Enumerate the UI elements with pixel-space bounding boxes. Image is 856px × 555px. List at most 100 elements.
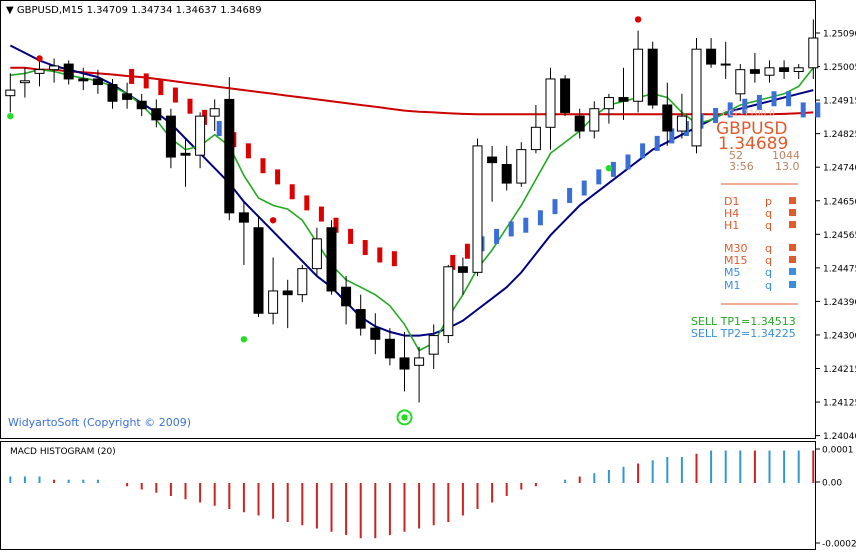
sar-mark [669, 128, 675, 144]
tf-signal: q [765, 207, 772, 220]
tf-signal: q [765, 266, 772, 279]
fractal-up-dot [634, 16, 642, 23]
candle-bear [136, 100, 147, 110]
candle-bear [749, 69, 760, 74]
tf-square-icon [789, 281, 796, 288]
candle-bear [165, 115, 176, 158]
candle-bull [720, 63, 731, 66]
sar-mark [786, 91, 792, 107]
sar-mark [158, 80, 164, 96]
candle-bull [443, 266, 454, 337]
sar-mark [742, 98, 748, 114]
candle-bear [224, 98, 235, 214]
tf-label: M30 [724, 242, 748, 255]
tf-label: H4 [724, 207, 739, 220]
sar-mark [362, 240, 368, 256]
sar-mark [245, 143, 251, 159]
sar-mark [610, 161, 616, 177]
price-tick-label: 1.24650 [823, 197, 856, 207]
candle-bear [355, 309, 366, 329]
candle-bear [501, 163, 512, 184]
subwindow-axis: 0.0001 0.00 -0.0002 [816, 446, 856, 550]
copyright-text: WidyartoSoft (Copyright © 2009) [8, 416, 191, 429]
candle-bull [793, 67, 804, 73]
panel-symbol: GBPUSD [716, 119, 787, 139]
sar-mark [187, 98, 193, 114]
candle-bull [691, 48, 702, 147]
candle-bear [180, 152, 191, 156]
tf-square-icon [789, 268, 796, 275]
tf-signal: q [765, 254, 772, 267]
tf-label: H1 [724, 219, 739, 232]
candle-bull [311, 238, 322, 270]
candle-bull [19, 80, 30, 84]
candle-bull [808, 37, 819, 69]
candle-bull [472, 145, 483, 273]
candle-bear [238, 212, 249, 223]
tf-label: M15 [724, 254, 748, 267]
candle-bull [589, 108, 600, 132]
panel-row2-right: 13.0 [775, 160, 800, 173]
candle-bear [282, 290, 293, 296]
sar-mark [333, 217, 339, 233]
panel-row1-left: 52 [729, 149, 743, 162]
sar-mark [275, 169, 281, 185]
candle-bull [764, 67, 775, 76]
sar-mark [450, 254, 456, 270]
candle-bear [779, 67, 790, 73]
tf-label: M1 [724, 279, 741, 292]
fractal-down-dot [240, 336, 248, 343]
sar-mark [464, 243, 470, 259]
panel-faint-row: CCI -1100.0 [722, 109, 775, 119]
price-tick-label: 1.25090 [823, 30, 856, 40]
price-tick-label: 1.24915 [823, 97, 856, 107]
tf-square-icon [789, 221, 796, 228]
tf-square-icon [789, 256, 796, 263]
sar-mark [640, 143, 646, 159]
candle-bull [414, 357, 425, 366]
candle-bull [5, 89, 16, 97]
candle-bear [107, 84, 118, 102]
sar-mark [391, 251, 397, 267]
subwindow-title: MACD HISTOGRAM (20) [10, 447, 116, 457]
candle-bear [326, 227, 337, 292]
candle-bear [341, 286, 352, 307]
sar-mark [260, 158, 266, 174]
candle-bull [530, 126, 541, 151]
sar-mark [713, 108, 719, 123]
tf-signal: q [765, 242, 772, 255]
panel-price: 1.34689 [718, 134, 788, 154]
candle-bull [428, 335, 439, 355]
candle-bull [633, 48, 644, 102]
candle-bear [253, 227, 264, 314]
chart-title: ▼ GBPUSD,M15 1.34709 1.34734 1.34637 1.3… [6, 5, 262, 16]
candle-bull [603, 97, 614, 110]
tf-square-icon [789, 197, 796, 204]
triangle-icon: ▼ [6, 5, 17, 16]
tf-square-icon [789, 209, 796, 216]
sar-mark [348, 228, 354, 244]
price-tick-label: 1.24475 [823, 264, 856, 274]
candle-bear [122, 93, 133, 100]
panel-row2-left: 3:56 [729, 160, 754, 173]
candle-bear [399, 357, 410, 370]
sar-mark [172, 87, 178, 103]
price-tick-label: 1.24300 [823, 331, 856, 341]
fractal-highlight-ring [396, 409, 413, 426]
price-tick-label: 1.24740 [823, 164, 856, 174]
candle-bear [706, 48, 717, 65]
candle-bear [618, 97, 629, 102]
subwindow-frame [0, 441, 816, 550]
sar-mark [625, 154, 631, 170]
candle-bear [151, 108, 162, 121]
sar-mark [654, 135, 660, 151]
fractal-up-dot [36, 55, 43, 62]
panel-row1-right: 1044 [772, 149, 800, 162]
candle-bull [516, 149, 527, 184]
candle-bull [268, 290, 279, 314]
candle-bear [647, 48, 658, 106]
sar-mark [537, 210, 543, 226]
candlesticks [5, 19, 819, 403]
